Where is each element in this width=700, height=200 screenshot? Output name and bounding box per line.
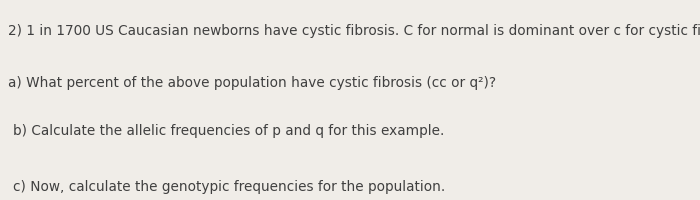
Text: c) Now, calculate the genotypic frequencies for the population.: c) Now, calculate the genotypic frequenc… [13,180,445,194]
Text: a) What percent of the above population have cystic fibrosis (cc or q²)?: a) What percent of the above population … [8,76,496,90]
Text: b) Calculate the allelic frequencies of p and q for this example.: b) Calculate the allelic frequencies of … [13,124,444,138]
Text: 2) 1 in 1700 US Caucasian newborns have cystic fibrosis. C for normal is dominan: 2) 1 in 1700 US Caucasian newborns have … [8,24,700,38]
